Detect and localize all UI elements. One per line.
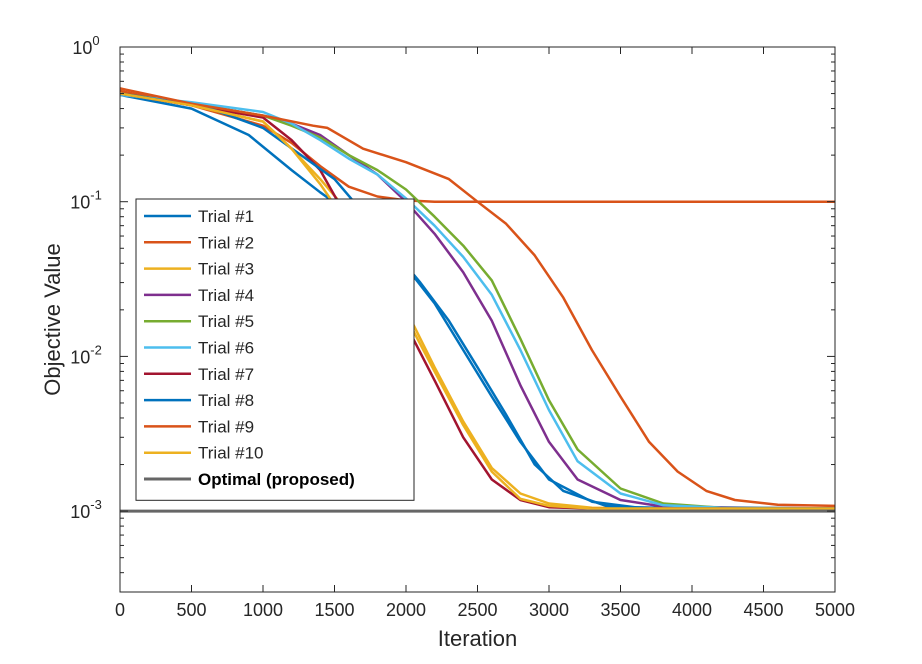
x-tick-label: 2500 xyxy=(457,600,497,620)
legend-label: Trial #8 xyxy=(198,391,254,410)
y-tick-base: 10 xyxy=(70,502,90,522)
series-line-5 xyxy=(120,92,835,510)
y-axis-label: Objective Value xyxy=(40,243,65,395)
legend-label: Trial #4 xyxy=(198,286,254,305)
legend-label: Trial #7 xyxy=(198,365,254,384)
y-tick-label: 10-2 xyxy=(70,342,102,367)
y-tick-base: 10 xyxy=(72,38,92,58)
x-tick-label: 1500 xyxy=(314,600,354,620)
legend-label: Trial #3 xyxy=(198,260,254,279)
x-tick-label: 4000 xyxy=(672,600,712,620)
x-tick-label: 3000 xyxy=(529,600,569,620)
legend-label: Trial #2 xyxy=(198,233,254,252)
legend-label: Trial #10 xyxy=(198,444,264,463)
legend: Trial #1 Trial #2 Trial #3 Trial #4 Trial #5… xyxy=(135,198,415,501)
x-axis-ticks: 0 500 1000 1500 2000 2500 3000 3500 4000 4500 5000 xyxy=(115,47,855,620)
legend-label: Trial #9 xyxy=(198,417,254,436)
x-tick-label: 3500 xyxy=(600,600,640,620)
x-tick-label: 1000 xyxy=(243,600,283,620)
x-tick-label: 5000 xyxy=(815,600,855,620)
x-axis-label: Iteration xyxy=(438,626,518,651)
y-tick-exponent: -1 xyxy=(90,188,102,203)
y-tick-exponent: 0 xyxy=(92,33,99,48)
y-tick-label: 10-1 xyxy=(70,188,102,213)
y-tick-base: 10 xyxy=(70,193,90,213)
series-layer xyxy=(120,87,835,513)
y-tick-label: 100 xyxy=(72,33,99,58)
legend-label: Trial #6 xyxy=(198,339,254,358)
legend-box xyxy=(135,198,415,501)
x-tick-label: 500 xyxy=(176,600,206,620)
y-tick-base: 10 xyxy=(70,347,90,367)
series-line-9 xyxy=(120,87,835,508)
y-tick-exponent: -2 xyxy=(90,342,102,357)
y-tick-exponent: -3 xyxy=(90,497,102,512)
legend-label: Trial #1 xyxy=(198,207,254,226)
y-tick-label: 10-3 xyxy=(70,497,102,522)
x-tick-label: 4500 xyxy=(743,600,783,620)
x-tick-label: 0 xyxy=(115,600,125,620)
x-tick-label: 2000 xyxy=(386,600,426,620)
legend-label: Optimal (proposed) xyxy=(198,470,355,489)
legend-label: Trial #5 xyxy=(198,312,254,331)
